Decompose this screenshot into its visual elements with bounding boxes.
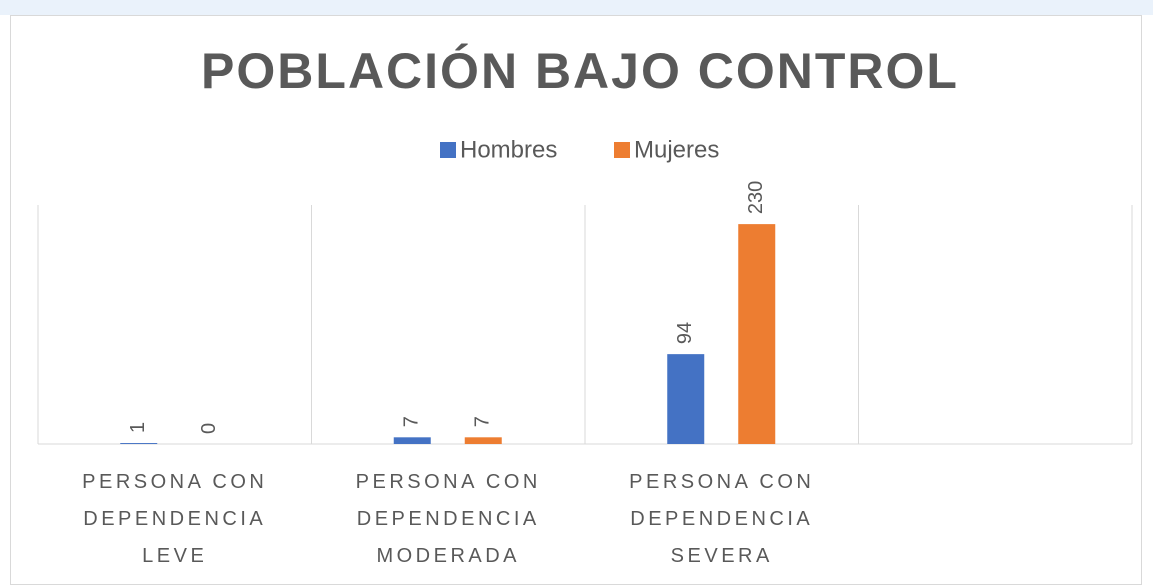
data-label: 1 — [127, 422, 149, 433]
legend-swatch — [440, 142, 456, 158]
top-band — [0, 0, 1153, 15]
data-label: 0 — [198, 423, 220, 434]
bar — [393, 437, 431, 444]
bar — [667, 354, 705, 444]
data-label: 230 — [745, 181, 767, 214]
bar — [738, 224, 776, 444]
data-label: 7 — [472, 416, 494, 427]
x-tick-label: PERSONA CON DEPENDENCIA LEVE — [82, 471, 268, 567]
x-tick-label: PERSONA CON DEPENDENCIA MODERADA — [355, 471, 541, 567]
data-label: 94 — [674, 322, 696, 344]
legend-swatch — [614, 142, 630, 158]
bar — [464, 437, 502, 444]
bar — [120, 443, 158, 444]
data-label: 7 — [401, 416, 423, 427]
legend-label: Mujeres — [634, 136, 719, 163]
x-tick-label: PERSONA CON DEPENDENCIA SEVERA — [629, 471, 815, 567]
legend-label: Hombres — [460, 136, 557, 163]
chart-title: POBLACIÓN BAJO CONTROL — [201, 43, 959, 99]
